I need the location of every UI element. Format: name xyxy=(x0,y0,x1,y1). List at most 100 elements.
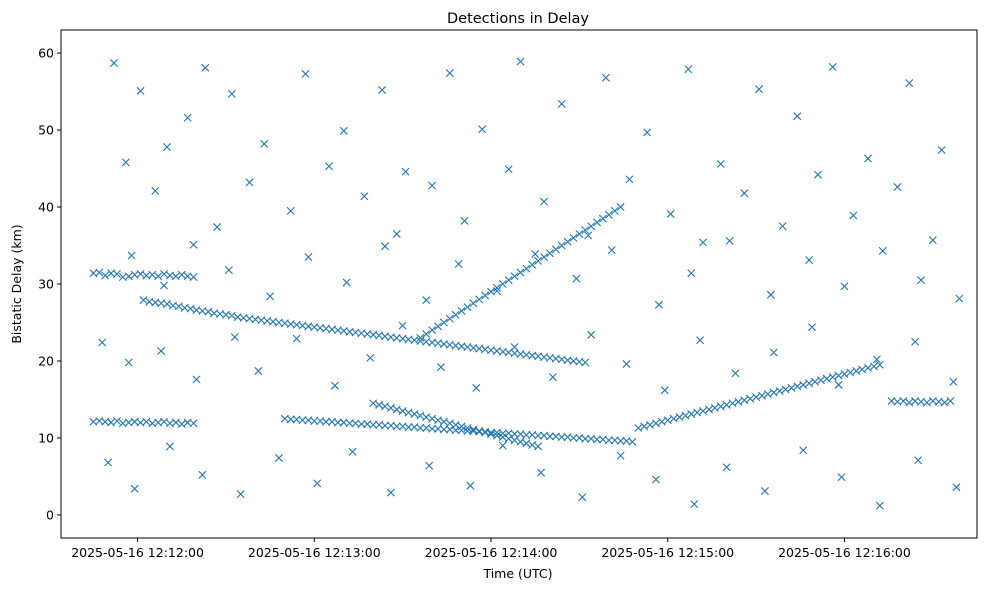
detection-point xyxy=(189,273,198,282)
detection-point xyxy=(805,256,814,265)
detection-point xyxy=(545,249,554,258)
detection-point xyxy=(593,435,602,444)
detection-point xyxy=(852,366,861,375)
detection-point xyxy=(224,266,233,275)
detection-point xyxy=(528,440,537,449)
detection-point xyxy=(422,296,431,305)
detection-point xyxy=(837,473,846,482)
x-tick-label: 2025-05-16 12:16:00 xyxy=(778,545,911,560)
chart-title: Detections in Delay xyxy=(447,11,589,27)
detection-point xyxy=(274,453,283,462)
detection-point xyxy=(581,434,590,443)
detection-point xyxy=(607,246,616,255)
detection-point xyxy=(457,422,466,431)
detection-point xyxy=(828,373,837,382)
detection-point xyxy=(101,271,110,280)
detection-point xyxy=(510,343,519,352)
detection-point xyxy=(616,203,625,212)
detection-point xyxy=(392,422,401,431)
detection-point xyxy=(557,241,566,250)
detection-point xyxy=(584,231,593,240)
detection-point xyxy=(463,303,472,312)
detection-point xyxy=(469,425,478,434)
detection-point xyxy=(392,405,401,414)
detection-point xyxy=(112,417,121,425)
detection-point xyxy=(428,414,437,423)
detection-point xyxy=(136,270,145,278)
detection-point xyxy=(758,391,766,400)
detection-point xyxy=(492,431,501,440)
detection-point xyxy=(928,236,937,245)
detection-point xyxy=(107,418,116,427)
detection-point xyxy=(492,283,501,292)
detection-point xyxy=(878,246,887,255)
y-tick-label: 30 xyxy=(38,277,54,292)
detection-point xyxy=(557,99,566,108)
detection-point xyxy=(875,501,884,510)
detection-point xyxy=(439,425,448,434)
detection-point xyxy=(604,436,613,445)
detection-point xyxy=(864,363,873,372)
detection-point xyxy=(569,433,578,442)
detection-point xyxy=(386,488,395,497)
detection-point xyxy=(540,253,549,262)
detection-point xyxy=(946,397,955,405)
detection-point xyxy=(425,461,434,470)
detection-point xyxy=(163,143,172,151)
detection-point xyxy=(366,353,375,362)
detection-point xyxy=(98,338,107,347)
detection-point xyxy=(266,292,275,301)
detection-point xyxy=(110,59,119,68)
detection-point xyxy=(575,229,584,238)
detection-point xyxy=(522,430,531,439)
detection-point xyxy=(404,408,413,417)
detection-point xyxy=(151,186,160,195)
detection-point xyxy=(481,291,490,300)
detection-point xyxy=(436,363,445,372)
detection-point xyxy=(360,192,369,201)
detection-point xyxy=(740,189,749,198)
detection-point xyxy=(136,86,145,95)
detection-point xyxy=(492,286,501,295)
detection-point xyxy=(537,468,546,477)
detection-point xyxy=(380,421,389,430)
detection-point xyxy=(339,126,348,135)
detection-point xyxy=(192,375,201,384)
detection-point xyxy=(846,368,855,377)
detection-point xyxy=(333,418,342,427)
detection-point xyxy=(699,407,708,415)
detection-point xyxy=(687,410,696,419)
detection-point xyxy=(681,411,690,420)
detection-point xyxy=(905,398,914,407)
detection-point xyxy=(625,175,634,184)
detection-point xyxy=(186,304,195,313)
detection-point xyxy=(663,416,672,425)
detection-point xyxy=(516,268,525,277)
detection-point xyxy=(369,420,378,429)
detection-point xyxy=(725,236,734,245)
detection-point xyxy=(578,493,587,502)
detection-point xyxy=(828,62,837,71)
detection-point xyxy=(487,430,496,439)
detection-point xyxy=(822,374,831,383)
detection-point xyxy=(422,330,431,339)
detection-point xyxy=(752,393,761,402)
detection-point xyxy=(616,451,625,460)
detection-point xyxy=(534,256,543,265)
plot-frame xyxy=(60,29,978,539)
detection-point xyxy=(301,69,310,78)
detection-point xyxy=(498,433,507,442)
detection-point xyxy=(805,379,814,388)
detection-point xyxy=(849,211,858,220)
detection-point xyxy=(445,69,454,78)
detection-point xyxy=(952,483,961,492)
y-tick-label: 60 xyxy=(38,46,54,61)
detection-point xyxy=(422,413,431,422)
detection-point xyxy=(157,346,166,355)
detection-point xyxy=(516,57,525,66)
detection-point xyxy=(165,442,174,451)
detection-point xyxy=(657,417,666,426)
detection-point xyxy=(245,178,254,187)
detection-point xyxy=(460,216,469,225)
detection-point xyxy=(310,417,319,425)
